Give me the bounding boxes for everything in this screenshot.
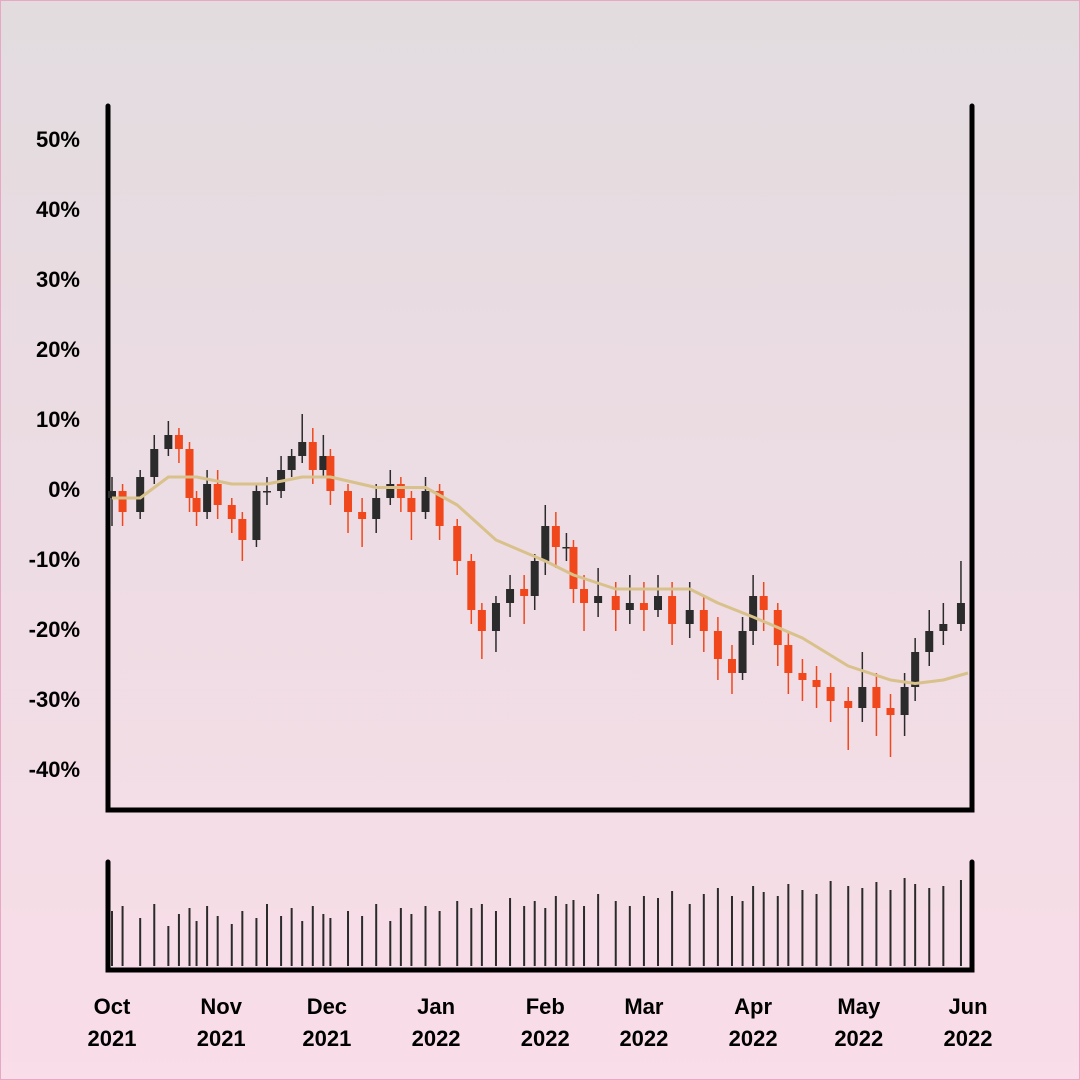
candle-body	[541, 526, 550, 561]
candle-body	[252, 491, 261, 540]
candle-body	[118, 491, 127, 512]
candle-body	[784, 645, 793, 673]
x-tick-label: Jan 2022	[412, 994, 461, 1051]
candle-body	[421, 491, 430, 512]
volume-frame	[105, 859, 975, 973]
x-tick-label: Oct 2021	[88, 994, 137, 1051]
x-tick-label: Feb 2022	[521, 994, 570, 1051]
candle-body	[872, 687, 881, 708]
price-frame	[105, 103, 975, 813]
candle-body	[812, 680, 821, 687]
candle-body	[798, 673, 807, 680]
candle-body	[136, 477, 145, 512]
candle-body	[326, 456, 335, 491]
candle-body	[654, 596, 663, 610]
y-tick-label: 30%	[36, 267, 80, 292]
candle-body	[358, 512, 367, 519]
candle-body	[911, 652, 920, 687]
candle-body	[749, 596, 758, 631]
candle-body	[108, 491, 116, 498]
moving-average	[112, 475, 969, 685]
candle-body	[213, 484, 222, 505]
candle-body	[925, 631, 934, 652]
candle-body	[298, 442, 307, 456]
y-tick-label: -10%	[29, 547, 80, 572]
candle-body	[569, 547, 578, 589]
candle-body	[625, 603, 634, 610]
candle-body	[344, 491, 353, 512]
y-tick-label: 40%	[36, 197, 80, 222]
candle-body	[308, 442, 317, 470]
candle-body	[164, 435, 173, 449]
candle-body	[594, 596, 603, 603]
candle-body	[886, 708, 895, 715]
candle-body	[530, 561, 539, 596]
candle-body	[372, 498, 381, 519]
candle-body	[227, 505, 236, 519]
candle-body	[467, 561, 476, 610]
candle-body	[238, 519, 247, 540]
candle-body	[580, 589, 589, 603]
candle-body	[668, 596, 677, 624]
candle-body	[491, 603, 500, 631]
candle-body	[174, 435, 183, 449]
candle-body	[738, 631, 747, 673]
candle-body	[562, 547, 571, 549]
y-tick-label: 0%	[48, 477, 80, 502]
candle-body	[386, 484, 395, 498]
candle-body	[713, 631, 722, 659]
y-tick-label: 20%	[36, 337, 80, 362]
candle-body	[396, 484, 405, 498]
candle-body	[407, 498, 416, 512]
y-tick-label: -30%	[29, 687, 80, 712]
candle-body	[685, 610, 694, 624]
x-tick-label: Nov 2021	[197, 994, 246, 1051]
candle-body	[477, 610, 486, 631]
candle-body	[699, 610, 708, 631]
candle-body	[551, 526, 560, 547]
candle-body	[956, 603, 965, 624]
candle-body	[520, 589, 529, 596]
candle-body	[759, 596, 768, 610]
candle-body	[192, 498, 201, 512]
y-tick-label: -40%	[29, 757, 80, 782]
candle-body	[150, 449, 159, 477]
candle-body	[287, 456, 296, 470]
x-tick-label: Mar 2022	[619, 994, 668, 1051]
candle-body	[453, 526, 462, 561]
candle-body	[203, 484, 212, 512]
candle-body	[844, 701, 853, 708]
candle-body	[506, 589, 515, 603]
candle-body	[262, 491, 271, 493]
y-tick-label: 10%	[36, 407, 80, 432]
candle-body	[435, 491, 444, 526]
x-tick-label: Jun 2022	[944, 994, 993, 1051]
x-tick-label: Apr 2022	[729, 994, 778, 1051]
candle-body	[858, 687, 867, 708]
candle-body	[900, 687, 909, 715]
candle-body	[611, 596, 620, 610]
y-tick-label: -20%	[29, 617, 80, 642]
candle-body	[185, 449, 194, 498]
candle-body	[826, 687, 835, 701]
candle-body	[639, 603, 648, 610]
candle-body	[319, 456, 328, 470]
x-tick-label: Dec 2021	[302, 994, 351, 1051]
candle-body	[939, 624, 948, 631]
x-tick-label: May 2022	[834, 994, 883, 1051]
y-tick-label: 50%	[36, 127, 80, 152]
candle-body	[727, 659, 736, 673]
